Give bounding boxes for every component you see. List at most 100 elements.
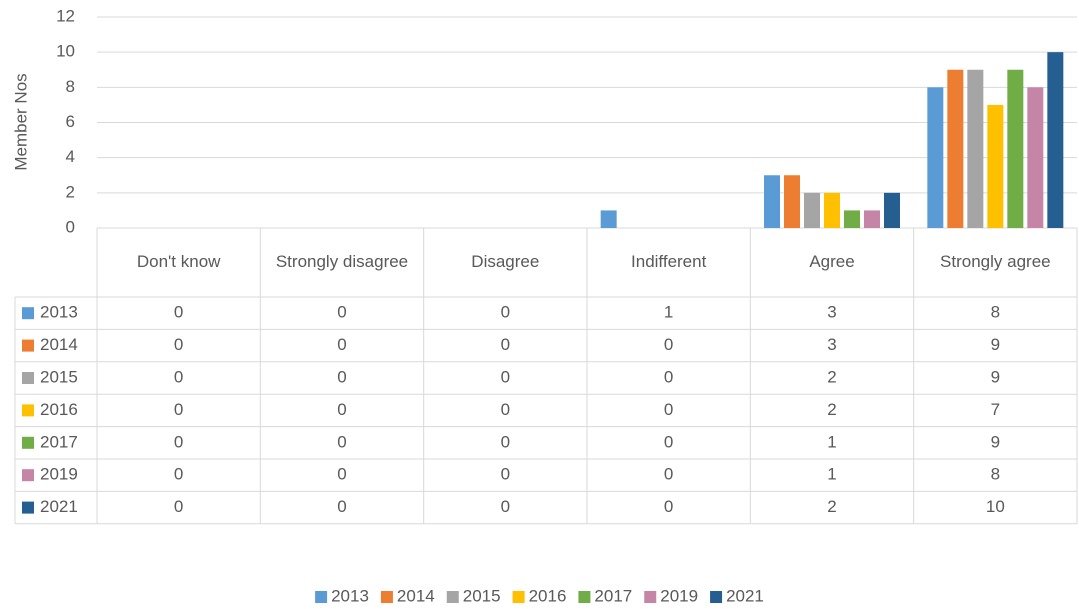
table-row-label: 2019	[40, 465, 78, 484]
y-axis-label: Member Nos	[11, 73, 30, 170]
y-tick-label: 4	[66, 147, 75, 166]
legend-label: 2016	[529, 586, 567, 605]
table-cell: 0	[664, 400, 673, 419]
bar	[784, 175, 800, 228]
table-cell: 0	[501, 367, 510, 386]
bar	[764, 175, 780, 228]
table-cell: 0	[501, 432, 510, 451]
table-cell: 0	[664, 465, 673, 484]
table-key	[22, 469, 34, 482]
table-key	[22, 372, 34, 384]
x-tick-label: Strongly disagree	[276, 252, 408, 271]
bar	[844, 210, 860, 228]
table-cell: 2	[827, 367, 836, 386]
bar	[804, 192, 820, 228]
legend-swatch	[710, 591, 723, 603]
bar	[987, 104, 1004, 228]
legend-swatch	[380, 591, 393, 603]
table-cell: 0	[174, 303, 183, 322]
x-tick-label: Disagree	[471, 252, 539, 271]
bar	[864, 210, 880, 228]
legend-label: 2017	[594, 586, 632, 605]
legend-swatch	[644, 591, 657, 603]
bar	[1047, 52, 1064, 228]
table-row-label: 2016	[40, 400, 78, 419]
table-key	[22, 339, 34, 352]
legend-label: 2015	[463, 586, 501, 605]
legend-label: 2014	[397, 586, 435, 605]
table-row-label: 2014	[40, 335, 78, 354]
bar	[1027, 87, 1044, 228]
table-cell: 8	[991, 303, 1000, 322]
bar	[967, 69, 984, 228]
y-tick-label: 8	[66, 77, 75, 96]
y-tick-label: 0	[66, 217, 75, 236]
table-row-label: 2013	[40, 303, 78, 322]
table-cell: 0	[174, 465, 183, 484]
table-cell: 0	[337, 335, 346, 354]
table-cell: 0	[501, 497, 510, 516]
x-tick-label: Strongly agree	[940, 252, 1051, 271]
table-cell: 1	[827, 465, 836, 484]
table-cell: 9	[991, 335, 1000, 354]
table-row-label: 2021	[40, 497, 78, 516]
bar	[947, 69, 964, 228]
table-cell: 9	[991, 432, 1000, 451]
legend-swatch	[578, 591, 591, 603]
legend-label: 2021	[726, 586, 764, 605]
table-cell: 0	[337, 465, 346, 484]
bar	[927, 87, 944, 228]
x-tick-label: Indifferent	[631, 252, 707, 271]
table-row-label: 2015	[40, 367, 78, 386]
table-cell: 2	[827, 400, 836, 419]
y-tick-label: 2	[66, 182, 75, 201]
x-tick-label: Don't know	[137, 252, 221, 271]
legend-label: 2013	[331, 586, 369, 605]
legend-swatch	[512, 591, 525, 603]
table-cell: 0	[337, 432, 346, 451]
table-cell: 0	[501, 465, 510, 484]
table-row-label: 2017	[40, 432, 78, 451]
table-cell: 8	[991, 465, 1000, 484]
table-cell: 0	[337, 303, 346, 322]
table-cell: 0	[174, 400, 183, 419]
table-cell: 0	[501, 335, 510, 354]
table-cell: 0	[664, 367, 673, 386]
table-key	[22, 307, 34, 320]
table-cell: 0	[337, 497, 346, 516]
legend-swatch	[446, 591, 459, 603]
table-cell: 0	[174, 432, 183, 451]
table-key	[22, 404, 34, 417]
table-cell: 9	[991, 367, 1000, 386]
table-cell: 0	[174, 335, 183, 354]
legend-swatch	[315, 591, 328, 603]
table-key	[22, 436, 34, 449]
y-tick-label: 12	[56, 6, 75, 25]
table-cell: 0	[174, 367, 183, 386]
table-cell: 0	[501, 400, 510, 419]
table-cell: 0	[664, 432, 673, 451]
table-cell: 3	[827, 303, 836, 322]
table-cell: 1	[827, 432, 836, 451]
bar	[884, 192, 900, 228]
table-cell: 7	[991, 400, 1000, 419]
table-key	[22, 501, 34, 514]
bar	[824, 192, 840, 228]
table-cell: 2	[827, 497, 836, 516]
table-cell: 0	[337, 400, 346, 419]
table-cell: 3	[827, 335, 836, 354]
table-cell: 0	[337, 367, 346, 386]
bar	[600, 210, 617, 228]
legend-label: 2019	[660, 586, 698, 605]
y-tick-label: 6	[66, 112, 75, 131]
x-tick-label: Agree	[809, 252, 854, 271]
table-cell: 0	[501, 303, 510, 322]
table-cell: 0	[174, 497, 183, 516]
y-tick-label: 10	[56, 42, 75, 61]
table-cell: 0	[664, 497, 673, 516]
bar	[1007, 69, 1024, 228]
table-cell: 10	[986, 497, 1005, 516]
table-cell: 1	[664, 303, 673, 322]
table-cell: 0	[664, 335, 673, 354]
